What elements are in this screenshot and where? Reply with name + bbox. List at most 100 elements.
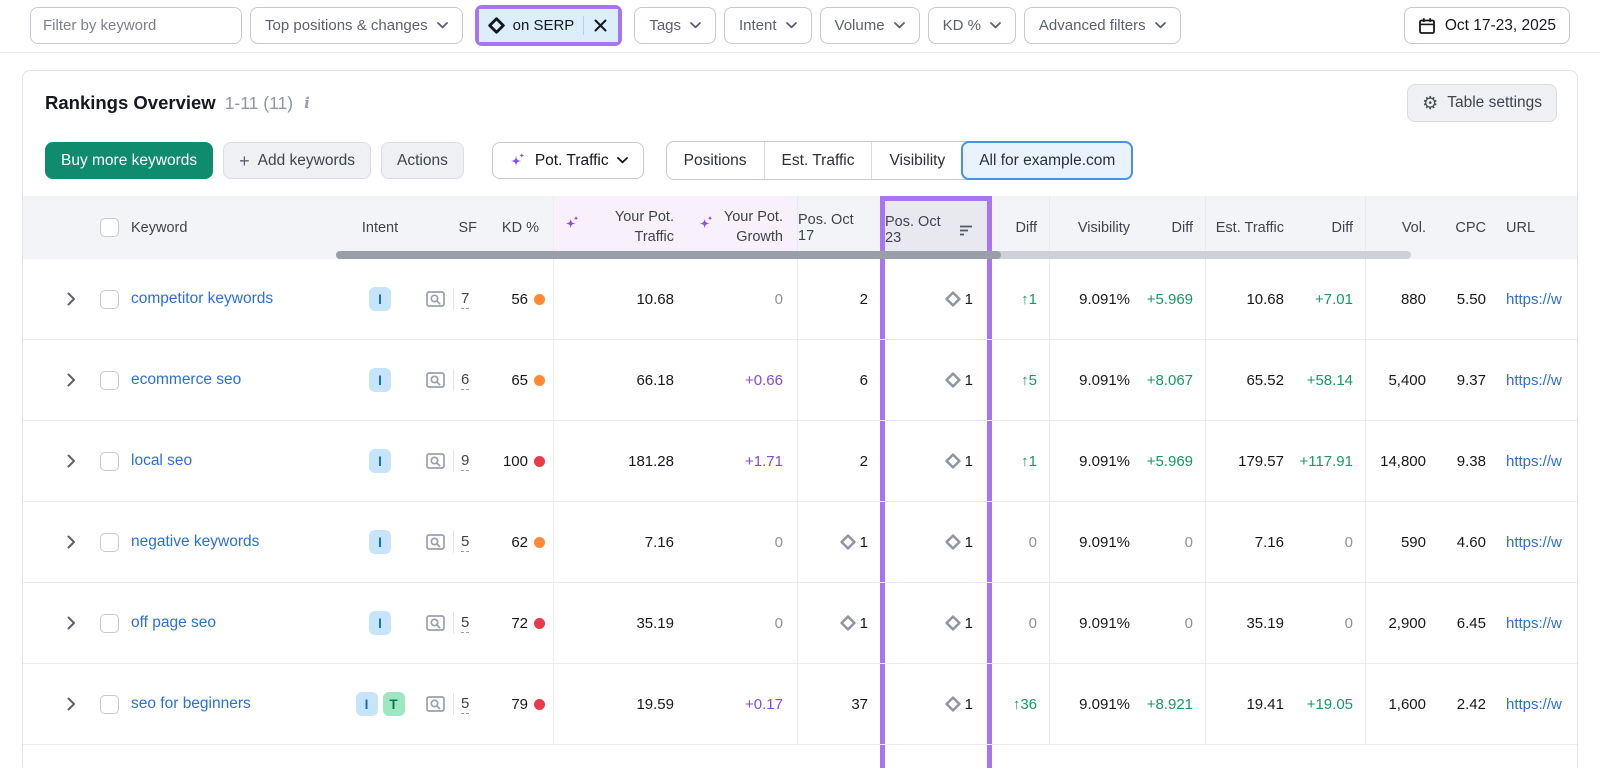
cpc-value: 2.42 [1457,696,1486,713]
pot-traffic-value: 35.19 [636,615,674,632]
column-header-diff-visibility[interactable]: Diff [1172,220,1194,236]
filter-tags-dropdown[interactable]: Tags [634,7,716,44]
intent-badge-i: I [356,692,378,716]
column-header-visibility[interactable]: Visibility [1078,220,1130,236]
actions-button[interactable]: Actions [381,142,464,179]
date-range-picker[interactable]: Oct 17-23, 2025 [1404,7,1570,44]
serp-features-count[interactable]: 5 [461,614,469,633]
row-checkbox[interactable] [100,533,119,552]
tab-visibility[interactable]: Visibility [871,142,962,179]
header-expand-cell [23,196,87,259]
cpc-value: 4.60 [1457,534,1486,551]
expand-row-chevron-icon[interactable] [61,531,82,553]
keyword-link[interactable]: competitor keywords [131,290,273,308]
filter-top-positions-dropdown[interactable]: Top positions & changes [250,7,463,44]
column-header-pot-traffic[interactable]: Your Pot. Traffic [582,208,674,247]
url-link[interactable]: https://w [1506,372,1562,389]
column-header-est-traffic[interactable]: Est. Traffic [1216,220,1284,236]
url-link[interactable]: https://w [1506,615,1562,632]
pos-oct17-cell: 1 [798,502,880,582]
keyword-filter-input[interactable] [31,8,242,43]
row-checkbox[interactable] [100,452,119,471]
pot-traffic-dropdown[interactable]: Pot. Traffic [492,142,644,179]
divider [453,450,454,472]
column-header-diff-position[interactable]: Diff [1016,220,1038,236]
expand-row-chevron-icon[interactable] [61,612,82,634]
button-label: Add keywords [258,152,355,170]
expand-row-chevron-icon[interactable] [61,693,82,715]
column-header-pos-oct17[interactable]: Pos. Oct 17 [798,212,868,244]
url-link[interactable]: https://w [1506,534,1562,551]
column-header-sf[interactable]: SF [458,220,477,236]
serp-features-icon[interactable] [425,532,446,552]
row-checkbox[interactable] [100,695,119,714]
pot-growth-value: 0 [775,291,783,308]
advanced-filters-dropdown[interactable]: Advanced filters [1024,7,1181,44]
serp-features-icon[interactable] [425,289,446,309]
pos-oct17-value: 6 [860,372,868,389]
filter-kd-dropdown[interactable]: KD % [928,7,1016,44]
keyword-link[interactable]: negative keywords [131,533,259,551]
column-header-pot-growth[interactable]: Your Pot. Growth [703,208,783,247]
button-label: Actions [397,152,448,170]
column-header-intent[interactable]: Intent [362,220,398,236]
info-icon[interactable]: i [304,94,310,112]
dropdown-label: Advanced filters [1039,17,1146,34]
column-header-kd[interactable]: KD % [502,220,539,236]
highlighted-column-header: Pos. Oct 23 [880,196,992,259]
expand-row-chevron-icon[interactable] [61,369,82,391]
url-link[interactable]: https://w [1506,291,1562,308]
sort-descending-icon[interactable] [959,224,973,236]
remove-filter-icon[interactable] [592,17,609,34]
kd-dot [534,618,545,629]
serp-features-icon[interactable] [425,694,446,714]
serp-filter-chip[interactable]: on SERP [479,9,619,42]
chevron-down-icon [894,22,905,29]
volume-value: 880 [1401,291,1426,308]
url-link[interactable]: https://w [1506,453,1562,470]
column-header-diff-est-traffic[interactable]: Diff [1332,220,1354,236]
horizontal-scrollbar-thumb[interactable] [336,251,1001,259]
add-keywords-button[interactable]: + Add keywords [223,142,371,179]
row-checkbox[interactable] [100,290,119,309]
url-link[interactable]: https://w [1506,696,1562,713]
keyword-link[interactable]: seo for beginners [131,695,251,713]
chevron-down-icon [990,22,1001,29]
column-header-volume[interactable]: Vol. [1402,220,1426,236]
intent-badge-i: I [369,287,391,311]
column-header-url[interactable]: URL [1506,220,1535,236]
tab-est-traffic[interactable]: Est. Traffic [764,142,872,179]
serp-features-count[interactable]: 6 [461,371,469,390]
column-header-cpc[interactable]: CPC [1455,220,1486,236]
kd-dot [534,375,545,386]
serp-features-count[interactable]: 9 [461,452,469,471]
buy-more-keywords-button[interactable]: Buy more keywords [45,142,213,179]
select-all-checkbox[interactable] [100,218,119,237]
filter-intent-dropdown[interactable]: Intent [724,7,812,44]
filter-volume-dropdown[interactable]: Volume [820,7,920,44]
expand-row-chevron-icon[interactable] [61,450,82,472]
keyword-link[interactable]: ecommerce seo [131,371,241,389]
cpc-value: 6.45 [1457,615,1486,632]
serp-features-icon[interactable] [425,451,446,471]
pos-oct17-value: 37 [851,696,868,713]
keyword-link[interactable]: off page seo [131,614,216,632]
pot-growth-value: 0 [775,534,783,551]
serp-features-icon[interactable] [425,370,446,390]
serp-features-count[interactable]: 5 [461,533,469,552]
row-checkbox[interactable] [100,371,119,390]
horizontal-scrollbar[interactable] [336,251,1411,259]
row-checkbox[interactable] [100,614,119,633]
visibility-value: 9.091% [1079,534,1130,551]
serp-features-icon[interactable] [425,613,446,633]
expand-row-chevron-icon[interactable] [61,288,82,310]
column-header-pos-oct23[interactable]: Pos. Oct 23 [885,214,952,246]
tab-all-for-domain[interactable]: All for example.com [961,141,1133,180]
serp-features-count[interactable]: 5 [461,695,469,714]
column-header-keyword[interactable]: Keyword [131,220,187,236]
tab-label: All for example.com [979,152,1115,170]
tab-positions[interactable]: Positions [667,142,764,179]
serp-features-count[interactable]: 7 [461,290,469,309]
keyword-link[interactable]: local seo [131,452,192,470]
table-settings-button[interactable]: ⚙ Table settings [1407,84,1557,122]
